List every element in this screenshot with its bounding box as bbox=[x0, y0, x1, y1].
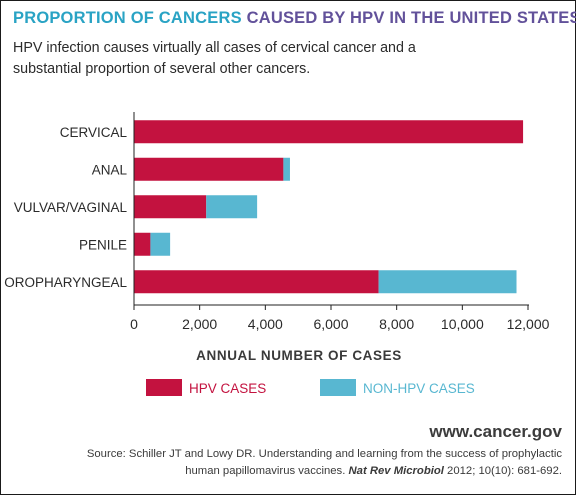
legend-label-1: NON-HPV CASES bbox=[363, 381, 475, 396]
bar-hpv-0 bbox=[134, 120, 524, 144]
bar-hpv-3 bbox=[134, 232, 151, 256]
x-tick-label-4: 8,000 bbox=[379, 316, 414, 332]
x-tick-label-1: 2,000 bbox=[182, 316, 217, 332]
category-label-0: CERVICAL bbox=[60, 125, 128, 140]
site-url: www.cancer.gov bbox=[429, 422, 562, 441]
source-citation: Source: Schiller JT and Lowy DR. Underst… bbox=[22, 446, 562, 480]
legend-label-0: HPV CASES bbox=[189, 381, 266, 396]
x-tick-label-5: 10,000 bbox=[441, 316, 484, 332]
bar-hpv-1 bbox=[134, 157, 284, 181]
x-tick-label-3: 6,000 bbox=[313, 316, 348, 332]
source-line-2b: 2012; 10(10): 681-692. bbox=[443, 465, 562, 477]
bar-non-hpv-3 bbox=[150, 232, 171, 256]
x-axis-title: ANNUAL NUMBER OF CASES bbox=[196, 348, 402, 363]
chart-subtitle: HPV infection causes virtually all cases… bbox=[13, 40, 416, 77]
bar-hpv-2 bbox=[134, 195, 207, 219]
x-tick-label-6: 12,000 bbox=[507, 316, 550, 332]
category-label-4: OROPHARYNGEAL bbox=[4, 275, 127, 290]
source-line-2a: human papillomavirus vaccines. bbox=[185, 465, 349, 477]
bar-hpv-4 bbox=[134, 270, 379, 294]
x-tick-label-2: 4,000 bbox=[248, 316, 283, 332]
title-part-1: PROPORTION OF CANCERS bbox=[13, 9, 242, 27]
legend-swatch-0 bbox=[146, 379, 182, 396]
bar-non-hpv-1 bbox=[283, 157, 290, 181]
chart-title: PROPORTION OF CANCERS CAUSED BY HPV IN T… bbox=[13, 9, 576, 28]
title-part-2: CAUSED BY HPV IN THE UNITED STATES bbox=[246, 9, 576, 27]
x-tick-label-0: 0 bbox=[130, 316, 138, 332]
source-journal: Nat Rev Microbiol bbox=[348, 465, 444, 477]
bar-non-hpv-4 bbox=[378, 270, 517, 294]
source-line-1: Source: Schiller JT and Lowy DR. Underst… bbox=[86, 448, 562, 460]
bar-non-hpv-2 bbox=[206, 195, 258, 219]
category-label-3: PENILE bbox=[79, 237, 127, 252]
legend-swatch-1 bbox=[320, 379, 356, 396]
category-label-1: ANAL bbox=[92, 162, 128, 177]
category-label-2: VULVAR/VAGINAL bbox=[14, 200, 128, 215]
